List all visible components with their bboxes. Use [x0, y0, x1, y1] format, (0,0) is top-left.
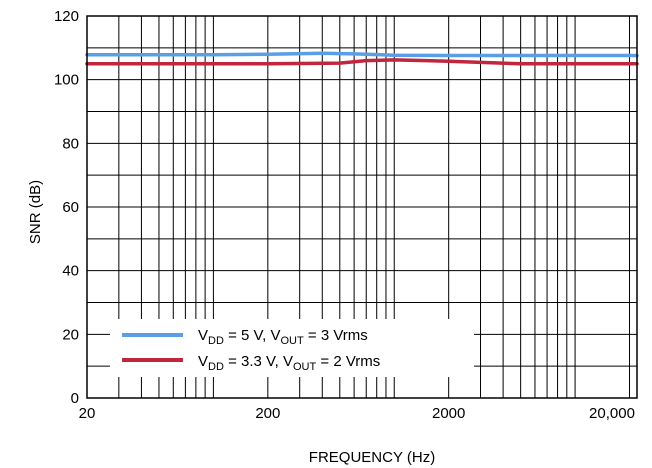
x-tick-label: 20,000 [589, 405, 635, 422]
y-axis-label: SNR (dB) [27, 180, 44, 244]
x-tick-label: 200 [255, 405, 280, 422]
y-tick-label: 80 [62, 135, 79, 152]
legend-label-series-2: VDD = 3.3 V, VOUT = 2 Vrms [198, 353, 380, 373]
y-tick-label: 60 [62, 199, 79, 216]
x-axis-label: FREQUENCY (Hz) [309, 449, 435, 466]
x-tick-label: 2000 [432, 405, 465, 422]
series-line-2 [85, 58, 639, 66]
series-line-1 [85, 51, 639, 58]
plot-frame [86, 15, 638, 399]
legend-background [110, 319, 474, 377]
y-tick-label: 0 [71, 390, 79, 407]
y-tick-label: 20 [62, 326, 79, 343]
legend-label-series-1: VDD = 5 V, VOUT = 3 Vrms [198, 327, 368, 347]
y-tick-label: 40 [62, 263, 79, 280]
y-tick-label: 100 [54, 72, 79, 89]
x-tick-label: 20 [79, 405, 96, 422]
data-lines [85, 51, 639, 66]
y-tick-label: 120 [54, 8, 79, 25]
legend: VDD = 5 V, VOUT = 3 Vrms VDD = 3.3 V, VO… [110, 319, 474, 377]
